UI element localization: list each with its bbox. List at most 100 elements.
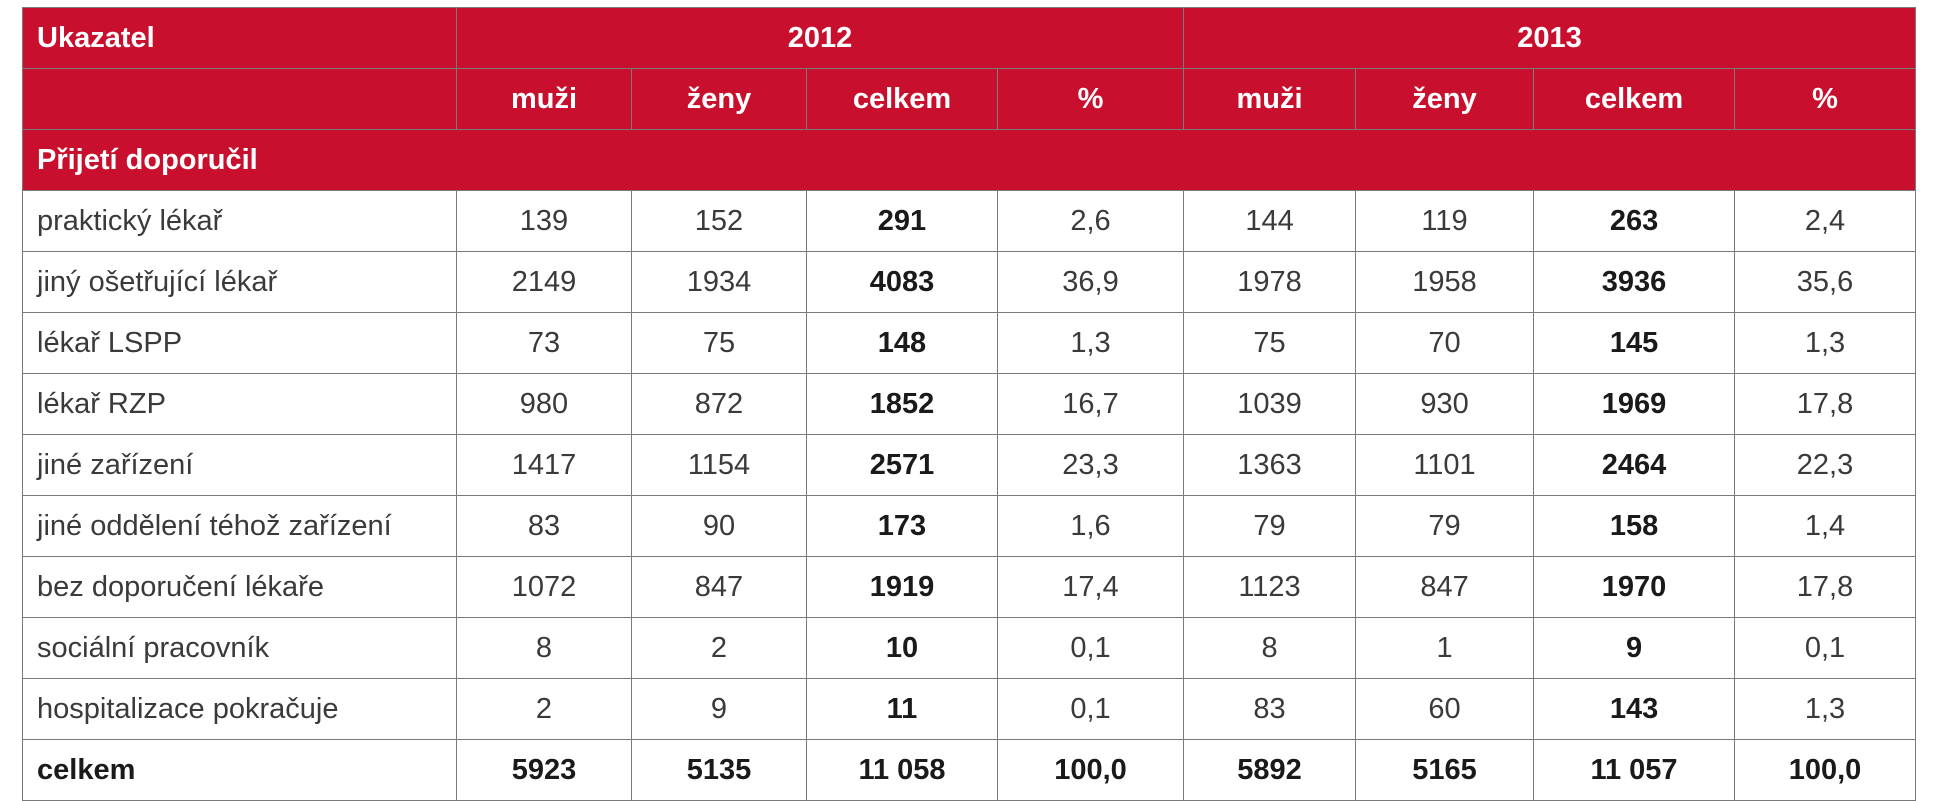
table-cell-total: 9 — [1533, 617, 1736, 679]
table-row: hospitalizace pokračuje 2 9 11 0,1 83 60… — [22, 678, 1917, 740]
header-indicator: Ukazatel — [22, 7, 457, 69]
table-cell: 1 — [1355, 617, 1535, 679]
table-row: bez doporučení lékaře 1072 847 1919 17,4… — [22, 556, 1917, 618]
header-sub-cell: muži — [456, 68, 632, 130]
header-empty-cell — [22, 68, 457, 130]
table-cell: 872 — [631, 373, 807, 435]
table-cell: 75 — [1183, 312, 1357, 374]
table-cell: 9 — [631, 678, 807, 740]
table-cell: 60 — [1355, 678, 1535, 740]
table-cell-total: 1852 — [806, 373, 998, 435]
table-cell-total: 263 — [1533, 190, 1736, 252]
total-cell: 11 058 — [806, 739, 998, 801]
table-cell: 79 — [1183, 495, 1357, 557]
total-cell: 5923 — [456, 739, 632, 801]
table-row: lékař LSPP 73 75 148 1,3 75 70 145 1,3 — [22, 312, 1917, 374]
table-cell-total: 173 — [806, 495, 998, 557]
row-label: jiné oddělení téhož zařízení — [22, 495, 457, 557]
table-cell: 0,1 — [996, 617, 1185, 679]
table-cell: 35,6 — [1734, 251, 1917, 313]
row-label: sociální pracovník — [22, 617, 457, 679]
section-row: Přijetí doporučil — [21, 129, 1917, 191]
table-cell: 2149 — [456, 251, 632, 313]
row-label: lékař RZP — [22, 373, 457, 435]
table-cell: 152 — [631, 190, 807, 252]
table-cell: 1072 — [456, 556, 632, 618]
table-cell: 119 — [1355, 190, 1535, 252]
table-cell: 1154 — [631, 434, 807, 496]
table-cell-total: 145 — [1533, 312, 1736, 374]
header-row-subcolumns: muži ženy celkem % muži ženy celkem % — [22, 68, 1917, 130]
header-sub-cell: celkem — [1533, 68, 1736, 130]
header-year-2012: 2012 — [455, 7, 1185, 69]
referral-table: Ukazatel 2012 2013 muži ženy celkem % mu… — [21, 7, 1917, 801]
table-cell-total: 2464 — [1533, 434, 1736, 496]
table-cell-total: 143 — [1533, 678, 1736, 740]
table-cell: 90 — [631, 495, 807, 557]
table-cell: 0,1 — [996, 678, 1185, 740]
table-cell: 70 — [1355, 312, 1535, 374]
total-label: celkem — [22, 739, 457, 801]
header-row-years: Ukazatel 2012 2013 — [22, 7, 1917, 69]
table-cell: 2,6 — [996, 190, 1185, 252]
table-row: praktický lékař 139 152 291 2,6 144 119 … — [22, 190, 1917, 252]
table-cell: 73 — [456, 312, 632, 374]
total-cell: 100,0 — [1734, 739, 1917, 801]
table-cell: 17,8 — [1734, 556, 1917, 618]
header-sub-cell: muži — [1183, 68, 1357, 130]
table-cell: 930 — [1355, 373, 1535, 435]
table-cell: 1123 — [1183, 556, 1357, 618]
table-cell-total: 1970 — [1533, 556, 1736, 618]
table-cell: 36,9 — [996, 251, 1185, 313]
table-cell: 0,1 — [1734, 617, 1917, 679]
table-cell: 8 — [456, 617, 632, 679]
total-cell: 5165 — [1355, 739, 1535, 801]
table-cell-total: 2571 — [806, 434, 998, 496]
table-cell: 847 — [1355, 556, 1535, 618]
table-cell: 144 — [1183, 190, 1357, 252]
table-row: jiné zařízení 1417 1154 2571 23,3 1363 1… — [22, 434, 1917, 496]
header-sub-cell: ženy — [1355, 68, 1535, 130]
header-sub-cell: % — [996, 68, 1185, 130]
table-cell: 83 — [1183, 678, 1357, 740]
table-cell: 1,6 — [996, 495, 1185, 557]
table-cell: 139 — [456, 190, 632, 252]
table-cell: 980 — [456, 373, 632, 435]
table-cell-total: 148 — [806, 312, 998, 374]
table-cell-total: 3936 — [1533, 251, 1736, 313]
total-cell: 5135 — [631, 739, 807, 801]
table-cell: 17,4 — [996, 556, 1185, 618]
table-cell: 2,4 — [1734, 190, 1917, 252]
table-cell: 1363 — [1183, 434, 1357, 496]
header-sub-cell: celkem — [806, 68, 998, 130]
table-cell-total: 11 — [806, 678, 998, 740]
total-cell: 11 057 — [1533, 739, 1736, 801]
table-cell: 1,3 — [996, 312, 1185, 374]
table-cell: 23,3 — [996, 434, 1185, 496]
header-sub-cell: % — [1734, 68, 1917, 130]
section-title: Přijetí doporučil — [21, 129, 1917, 191]
table-row: jiné oddělení téhož zařízení 83 90 173 1… — [22, 495, 1917, 557]
table-cell: 1934 — [631, 251, 807, 313]
referral-table-container: Ukazatel 2012 2013 muži ženy celkem % mu… — [21, 7, 1917, 801]
row-label: jiné zařízení — [22, 434, 457, 496]
table-cell: 8 — [1183, 617, 1357, 679]
total-cell: 100,0 — [996, 739, 1185, 801]
table-cell-total: 1969 — [1533, 373, 1736, 435]
table-cell-total: 1919 — [806, 556, 998, 618]
table-cell: 22,3 — [1734, 434, 1917, 496]
table-cell: 1958 — [1355, 251, 1535, 313]
table-cell: 1101 — [1355, 434, 1535, 496]
table-cell: 17,8 — [1734, 373, 1917, 435]
table-row: lékař RZP 980 872 1852 16,7 1039 930 196… — [22, 373, 1917, 435]
row-label: praktický lékař — [22, 190, 457, 252]
table-cell: 1417 — [456, 434, 632, 496]
table-cell-total: 10 — [806, 617, 998, 679]
row-label: hospitalizace pokračuje — [22, 678, 457, 740]
header-sub-cell: ženy — [631, 68, 807, 130]
table-cell: 1,3 — [1734, 312, 1917, 374]
row-label: jiný ošetřující lékař — [22, 251, 457, 313]
table-row: sociální pracovník 8 2 10 0,1 8 1 9 0,1 — [22, 617, 1917, 679]
table-cell: 2 — [456, 678, 632, 740]
table-cell: 847 — [631, 556, 807, 618]
